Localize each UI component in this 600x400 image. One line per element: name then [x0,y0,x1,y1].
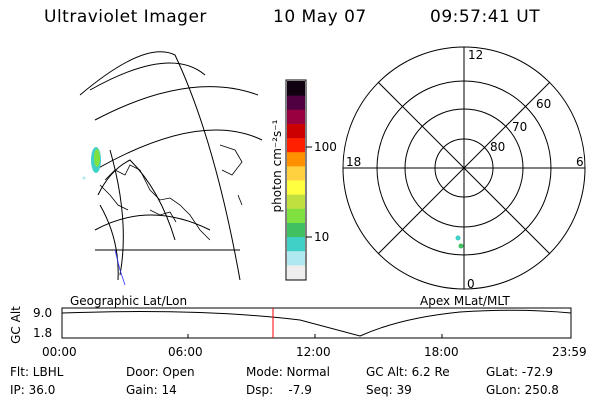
altitude-ylabel: GC Alt [9,306,23,344]
colorbar-band [287,222,305,238]
colorbar-band [287,109,305,124]
colorbar-tick-100: 100 [314,140,337,154]
time-label: 09:57:41 UT [430,7,541,27]
geographic-map [79,51,263,286]
colorbar-band [287,81,305,96]
geographic-caption: Geographic Lat/Lon [70,294,188,308]
mlat-80-label: 80 [490,140,506,154]
info-gcalt: GC Alt: 6.2 Re [366,365,450,379]
colorbar-band [287,250,305,266]
info-seq: Seq: 39 [366,383,412,397]
mlat-70-label: 70 [512,120,528,134]
y-tick-low: 1.8 [33,326,53,340]
aurora-emission-right [455,235,464,249]
colorbar-band [287,264,305,280]
altitude-panel [61,307,572,339]
colorbar-band [287,137,305,153]
polar-plot [342,46,586,290]
info-mode: Mode: Normal [246,365,330,379]
mlt-6-label: 6 [576,155,584,169]
colorbar-band [287,236,305,252]
colorbar-band [287,194,305,209]
info-flt: Flt: LBHL [10,365,64,379]
info-gain: Gain: 14 [126,383,177,397]
colorbar-band [287,180,305,195]
colorbar-band [287,151,305,167]
x-tick-0000: 00:00 [42,345,77,359]
y-tick-high: 9.0 [33,306,53,320]
mlat-60-label: 60 [536,97,552,111]
instrument-title: Ultraviolet Imager [44,7,207,27]
x-tick-0600: 06:00 [168,345,203,359]
aurora-emission-left [82,147,101,180]
x-tick-1800: 18:00 [424,345,459,359]
date-label: 10 May 07 [273,7,367,27]
colorbar-band [287,165,305,181]
info-dsp: Dsp: -7.9 [246,383,312,397]
x-tick-1200: 12:00 [296,345,331,359]
apex-caption: Apex MLat/MLT [420,294,510,308]
mlt-12-label: 12 [468,48,484,62]
info-glon: GLon: 250.8 [486,383,559,397]
info-door: Door: Open [126,365,195,379]
colorbar-band [287,208,305,223]
mlt-0-label: 0 [467,277,475,291]
colorbar [285,79,312,281]
colorbar-band [287,123,305,139]
x-tick-2359: 23:59 [552,345,587,359]
colorbar-unit-label: photon cm⁻²s⁻¹ [270,119,284,213]
colorbar-band [287,95,305,110]
info-glat: GLat: -72.9 [486,365,553,379]
info-ip: IP: 36.0 [10,383,56,397]
mlt-18-label: 18 [346,155,362,169]
colorbar-tick-10: 10 [314,230,330,244]
